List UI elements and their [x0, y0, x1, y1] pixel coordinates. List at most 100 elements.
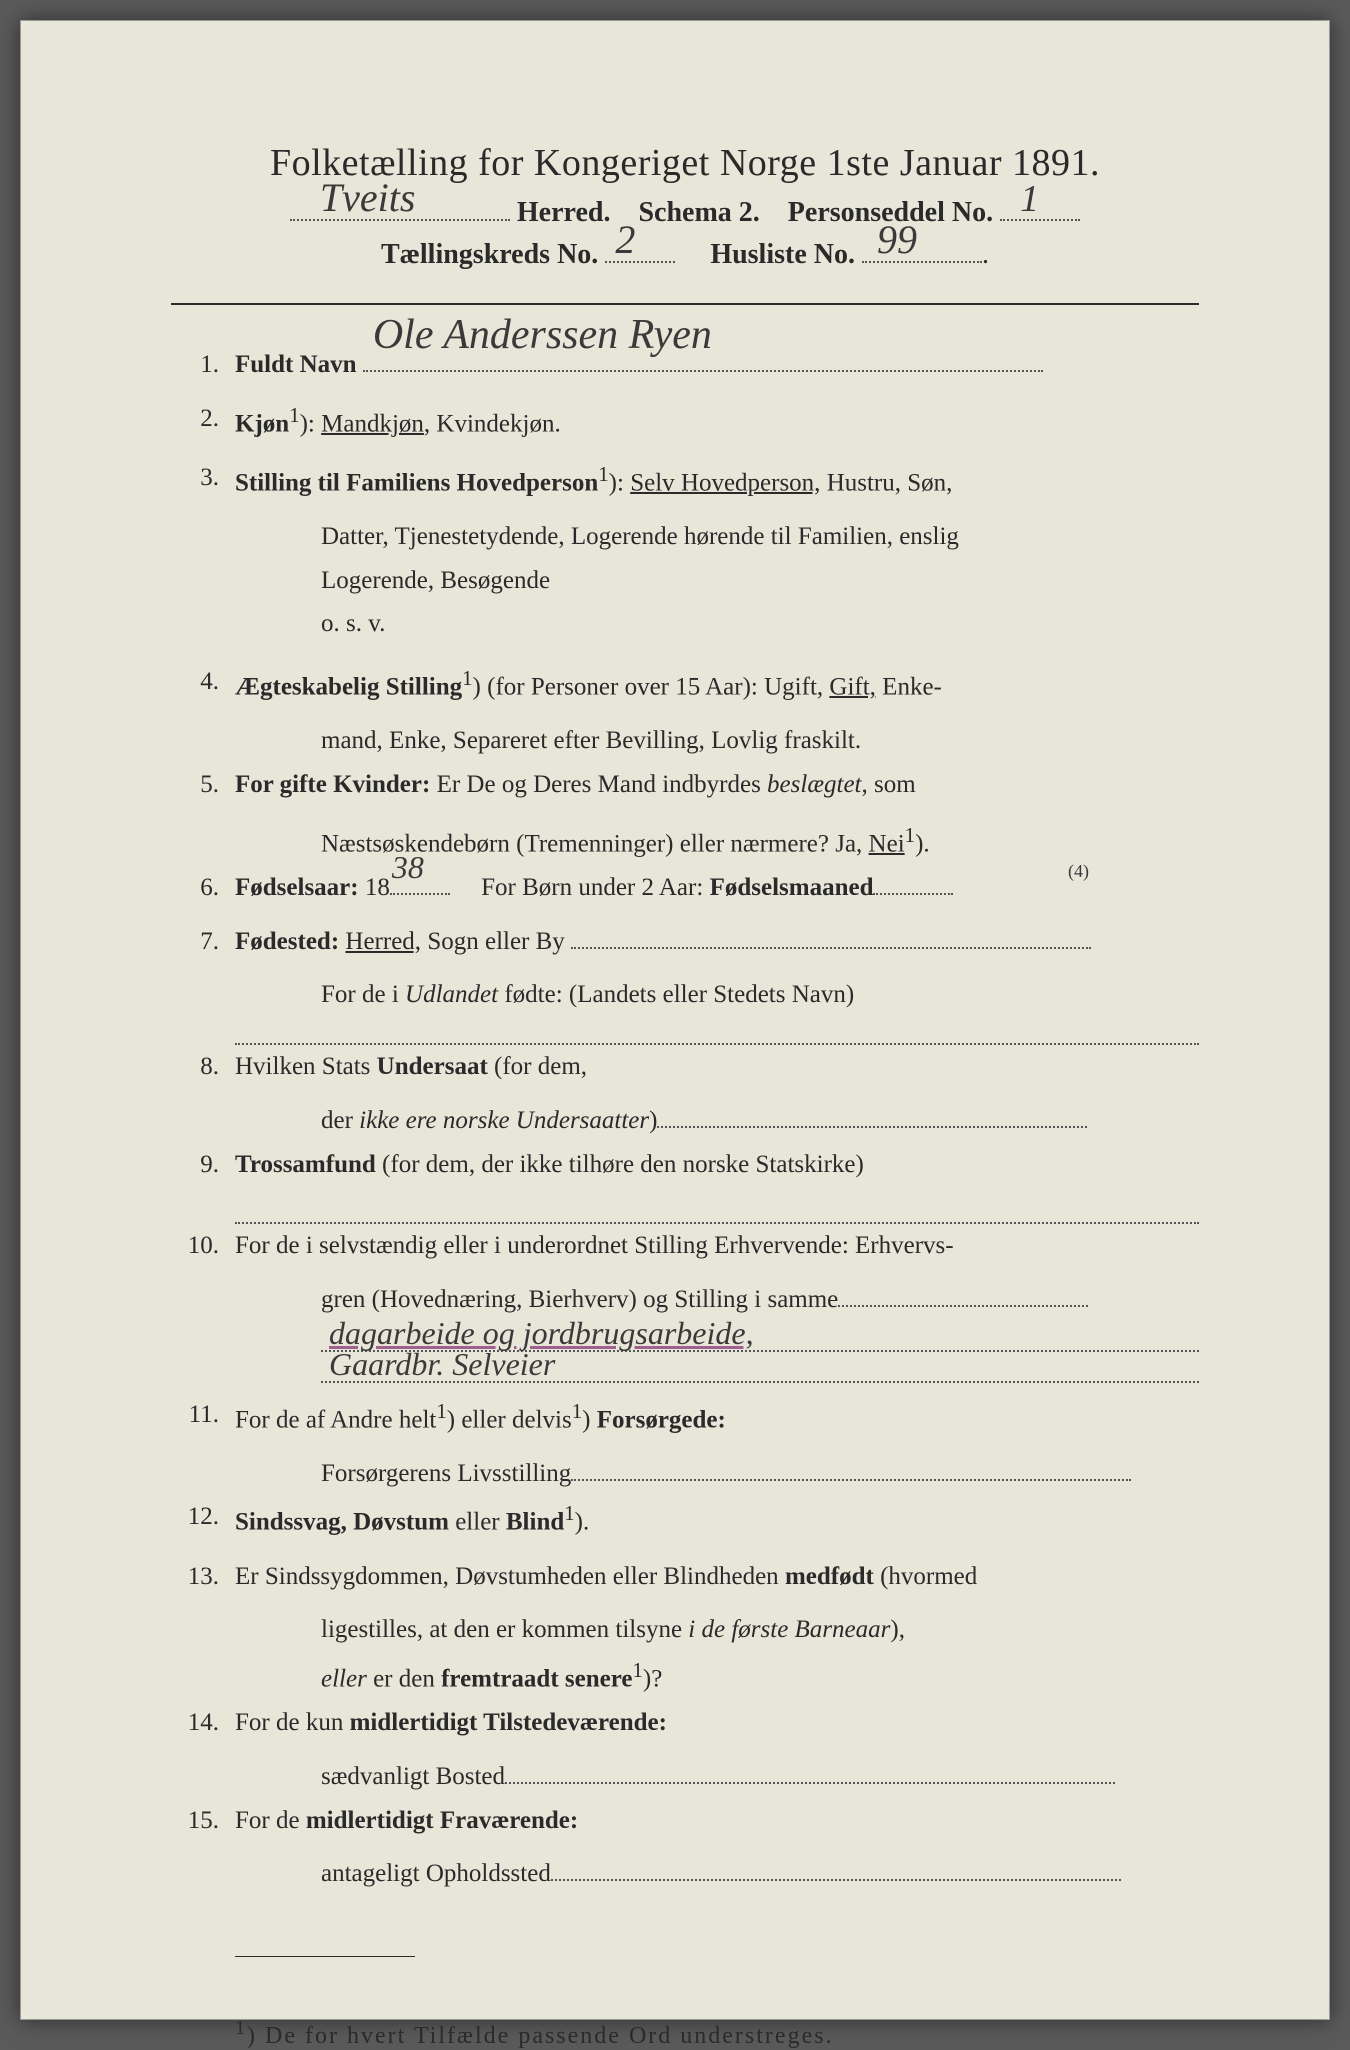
item-3-cont3: o. s. v. [171, 602, 1199, 646]
item-14-cont: sædvanligt Bosted [171, 1755, 1199, 1799]
herred-u: Herred, [345, 928, 421, 955]
footnote: 1) De for hvert Tilfælde passende Ord un… [171, 2017, 1199, 2050]
item-8-cont: der ikke ere norske Undersaatter) [171, 1099, 1199, 1143]
text: For Børn under 2 Aar: [481, 874, 709, 901]
midl-frav: midlertidigt Fraværende: [306, 1807, 578, 1834]
beslaegtet: beslægtet [767, 771, 861, 798]
herred-handwriting: Tveits [320, 174, 416, 221]
item-5-num: 5. [171, 763, 219, 807]
item-7-label: Fødested: [235, 928, 339, 955]
sup: 1 [598, 462, 608, 486]
text: Er Sindssygdommen, Døvstumheden eller Bl… [235, 1563, 785, 1590]
item-1-num: 1. [171, 343, 219, 387]
mandkjon: Mandkjøn [321, 410, 424, 437]
eller: eller [321, 1665, 367, 1692]
husliste-label: Husliste No. [710, 239, 855, 270]
occ-line-2: Gaardbr. Selveier [321, 1352, 1199, 1382]
text: Hvilken Stats [235, 1053, 377, 1080]
sup: 1 [289, 403, 299, 427]
item-6-num: 6. [171, 866, 219, 910]
item-13-cont1: ligestilles, at den er kommen tilsyne i … [171, 1608, 1199, 1652]
sup: 1 [572, 1399, 582, 1423]
ikke-norske: ikke ere norske Undersaatter [359, 1107, 649, 1134]
nei: Nei [869, 830, 905, 857]
birthplace-field [571, 947, 1091, 949]
text: ). [915, 830, 930, 857]
midl-tilst: midlertidigt Tilstedeværende: [350, 1709, 667, 1736]
footnote-text: ) De for hvert Tilfælde passende Ord und… [247, 2023, 834, 2049]
item-3: 3. Stilling til Familiens Hovedperson1):… [171, 456, 1199, 505]
text: For de kun [235, 1709, 350, 1736]
item-3-num: 3. [171, 456, 219, 500]
item-5-label: For gifte Kvinder: [235, 771, 430, 798]
gift: Gift, [829, 673, 876, 700]
item-4-label: Ægteskabelig Stilling [235, 673, 462, 700]
item-4: 4. Ægteskabelig Stilling1) (for Personer… [171, 660, 1199, 709]
sup: 1 [462, 666, 472, 690]
item-12-label: Sindssvag, Døvstum [235, 1509, 449, 1536]
item-11: 11. For de af Andre helt1) eller delvis1… [171, 1393, 1199, 1442]
item-11-cont: Forsørgerens Livsstilling [171, 1452, 1199, 1496]
undersaat: Undersaat [377, 1053, 488, 1080]
text: gren (Hovednæring, Bierhverv) og Stillin… [321, 1286, 838, 1313]
item-7-num: 7. [171, 920, 219, 964]
text: For de i selvstændig eller i underordnet… [235, 1232, 954, 1259]
husliste-field: 99 [862, 261, 982, 263]
item-14-num: 14. [171, 1701, 219, 1745]
text: )? [643, 1665, 662, 1692]
kreds-row: Tællingskreds No. 2 Husliste No. 99 . [171, 239, 1199, 271]
text: antageligt Opholdssted [321, 1860, 551, 1887]
name-handwriting: Ole Anderssen Ryen [373, 299, 712, 373]
item-12: 12. Sindssvag, Døvstum eller Blind1). [171, 1495, 1199, 1544]
herred-field: Tveits [290, 219, 510, 221]
text: (hvormed [874, 1563, 977, 1590]
item-7-cont: For de i Udlandet fødte: (Landets eller … [171, 973, 1199, 1017]
text: eller [449, 1509, 506, 1536]
item-4-num: 4. [171, 660, 219, 704]
opholds-field [551, 1879, 1121, 1881]
item-3-label: Stilling til Familiens Hovedperson [235, 469, 598, 496]
blind: Blind [506, 1509, 564, 1536]
name-field: Ole Anderssen Ryen [363, 370, 1043, 372]
barneaar: i de første Barneaar [688, 1616, 890, 1643]
fremtraadt: fremtraadt senere [441, 1665, 632, 1692]
item-5-cont: Næstsøskendebørn (Tremenninger) eller næ… [171, 817, 1199, 866]
text: Er De og Deres Mand indbyrdes [430, 771, 767, 798]
maaned: Fødselsmaaned [710, 874, 874, 901]
text: ), [890, 1616, 905, 1643]
schema-label: Schema 2. [638, 197, 759, 228]
sup: 1 [632, 1658, 642, 1682]
item-9: 9. Trossamfund (for dem, der ikke tilhør… [171, 1143, 1199, 1187]
kreds-label: Tællingskreds No. [381, 239, 598, 270]
text: For de i [321, 981, 405, 1008]
item-12-num: 12. [171, 1495, 219, 1539]
sup: 1 [564, 1501, 574, 1525]
month-field [873, 893, 953, 895]
occ-field-inline [838, 1305, 1088, 1307]
item-4-cont: mand, Enke, Separeret efter Bevilling, L… [171, 719, 1199, 763]
text: er den [367, 1665, 441, 1692]
provider-field [571, 1479, 1131, 1481]
item-2: 2. Kjøn1): Mandkjøn, Kvindekjøn. [171, 397, 1199, 446]
item-6-label: Fødselsaar: [235, 874, 359, 901]
item-9-blank [235, 1196, 1199, 1224]
year-field: 38 [390, 893, 450, 895]
text: ) [582, 1406, 597, 1433]
herred-row: Tveits Herred. Schema 2. Personseddel No… [171, 197, 1199, 229]
forsorgede: Forsørgede: [597, 1406, 726, 1433]
item-8: 8. Hvilken Stats Undersaat (for dem, [171, 1045, 1199, 1089]
item-6: 6. Fødselsaar: 1838 For Børn under 2 Aar… [171, 866, 1199, 910]
text: ) eller delvis [447, 1406, 572, 1433]
text: Sogn eller By [421, 928, 565, 955]
sup: 1 [436, 1399, 446, 1423]
text: For de af Andre helt [235, 1406, 436, 1433]
item-5: 5. For gifte Kvinder: Er De og Deres Man… [171, 763, 1199, 807]
item-3-cont2: Logerende, Besøgende [171, 559, 1199, 603]
medfodt: medfødt [785, 1563, 874, 1590]
item-11-num: 11. [171, 1393, 219, 1437]
year-hw: 38 [392, 839, 424, 895]
text: der [321, 1107, 359, 1134]
item-8-num: 8. [171, 1045, 219, 1089]
item-14: 14. For de kun midlertidigt Tilstedevære… [171, 1701, 1199, 1745]
footnote-rule [235, 1956, 415, 1957]
